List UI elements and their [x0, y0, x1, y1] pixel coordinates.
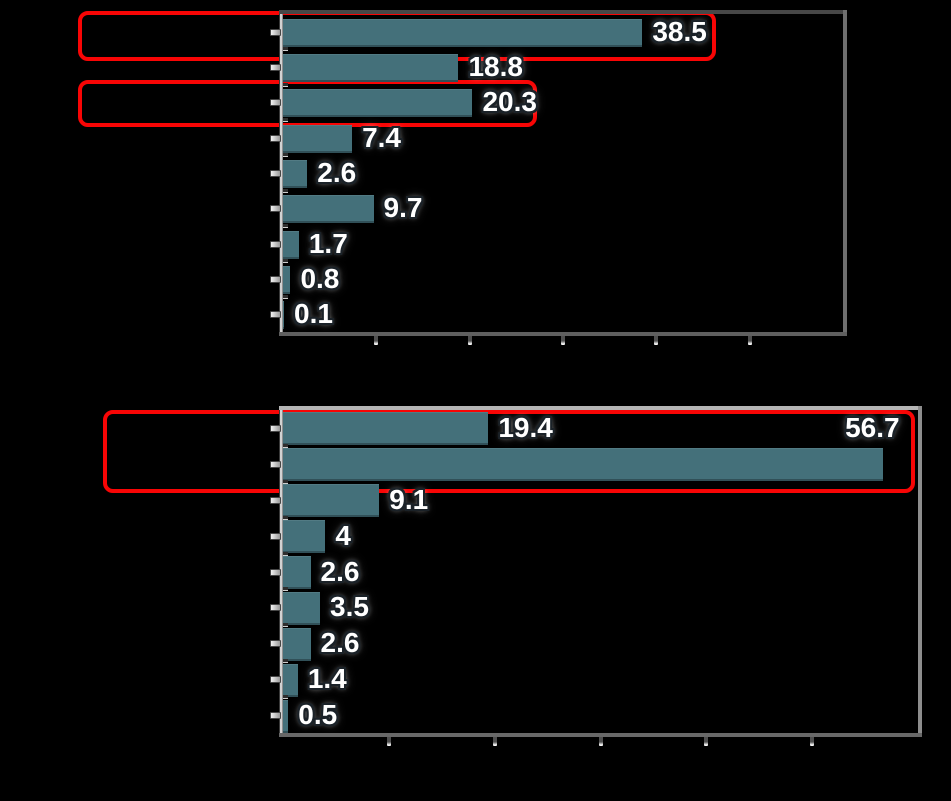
y-axis-category-tick [270, 240, 281, 248]
y-axis-category-tick [270, 134, 281, 142]
bar [283, 266, 291, 294]
y-axis-minor-mark [283, 587, 288, 592]
bar [283, 556, 311, 589]
bar [283, 124, 353, 153]
y-axis-minor-mark [283, 118, 288, 122]
plot-border-right [918, 406, 922, 737]
y-axis-category-tick [270, 640, 281, 648]
y-axis-minor-mark [283, 443, 288, 448]
y-axis-minor-mark [283, 224, 288, 228]
bar [283, 627, 311, 661]
bar [283, 412, 489, 446]
bar [283, 663, 298, 697]
bar-value-label: 9.1 [389, 483, 429, 515]
y-axis-category-tick [270, 170, 281, 177]
x-axis-tick [561, 336, 565, 345]
y-axis-minor-mark [283, 294, 288, 299]
bar-value-label: 4 [335, 519, 351, 551]
y-axis-category-tick [270, 205, 281, 213]
x-axis-tick [810, 737, 815, 746]
bar [283, 18, 643, 47]
bar [283, 484, 380, 518]
x-axis-tick [374, 336, 379, 345]
y-axis-minor-mark [283, 659, 288, 664]
plot-border-bottom [279, 332, 847, 336]
plot-border-top [279, 10, 847, 14]
bar-value-label: 38.5 [652, 15, 707, 47]
bar-value-label: 2.6 [320, 555, 360, 587]
bar [283, 301, 284, 330]
bar-value-label: 9.7 [383, 192, 423, 224]
y-axis-minor-mark [283, 695, 288, 700]
x-axis-tick [492, 737, 497, 746]
bar [283, 160, 308, 188]
y-axis-minor-mark [283, 479, 288, 484]
plot-border-right [843, 10, 847, 336]
y-axis-minor-mark [283, 153, 288, 158]
bar [283, 591, 321, 625]
x-axis-tick [747, 336, 752, 345]
y-axis-minor-mark [283, 515, 288, 520]
bar-value-label: 0.5 [298, 699, 338, 731]
y-axis-minor-mark [283, 82, 288, 87]
y-axis-category-tick [270, 712, 281, 720]
bar-value-label: 18.8 [468, 51, 523, 82]
y-axis-category-tick [270, 604, 281, 612]
y-axis-category-tick [270, 64, 281, 71]
y-axis-category-tick [270, 276, 281, 283]
y-axis-line [279, 410, 283, 733]
y-axis-category-tick [270, 676, 281, 684]
bar-value-label: 7.4 [362, 121, 401, 153]
bar-value-label: 3.5 [330, 591, 369, 623]
bar [283, 230, 299, 259]
plot-border-bottom [279, 733, 922, 737]
y-axis-category-tick [270, 568, 281, 576]
y-axis-category-tick [270, 424, 281, 432]
bar [283, 54, 459, 82]
bar [283, 699, 289, 733]
y-axis-minor-mark [283, 623, 288, 628]
bar [283, 195, 374, 224]
y-axis-category-tick [270, 311, 281, 319]
x-axis-tick [598, 737, 603, 746]
x-axis-tick [386, 737, 391, 746]
x-axis-tick [467, 336, 472, 345]
y-axis-minor-mark [283, 259, 288, 264]
y-axis-category-tick [270, 460, 281, 468]
bar-value-label: 19.4 [498, 411, 553, 443]
bar [283, 89, 473, 118]
plot-border-top [279, 406, 922, 410]
x-axis-tick [654, 336, 659, 345]
bar-value-label: 1.7 [308, 227, 348, 259]
bar-value-label: 56.7 [845, 411, 900, 443]
bar-value-label: 0.8 [300, 263, 340, 294]
bar-value-label: 20.3 [482, 86, 537, 118]
bar [283, 448, 884, 482]
bar-value-label: 2.6 [317, 157, 357, 188]
y-axis-minor-mark [283, 188, 288, 193]
x-axis-tick [704, 737, 709, 746]
bar-value-label: 2.6 [320, 627, 360, 659]
y-axis-category-tick [270, 28, 281, 36]
y-axis-minor-mark [283, 551, 288, 556]
y-axis-category-tick [270, 99, 281, 107]
y-axis-minor-mark [283, 47, 288, 52]
bar-value-label: 1.4 [307, 663, 347, 695]
y-axis-category-tick [270, 496, 281, 504]
bar-value-label: 0.1 [294, 298, 333, 330]
y-axis-line [279, 14, 283, 332]
bar [283, 520, 326, 554]
y-axis-category-tick [270, 532, 281, 540]
